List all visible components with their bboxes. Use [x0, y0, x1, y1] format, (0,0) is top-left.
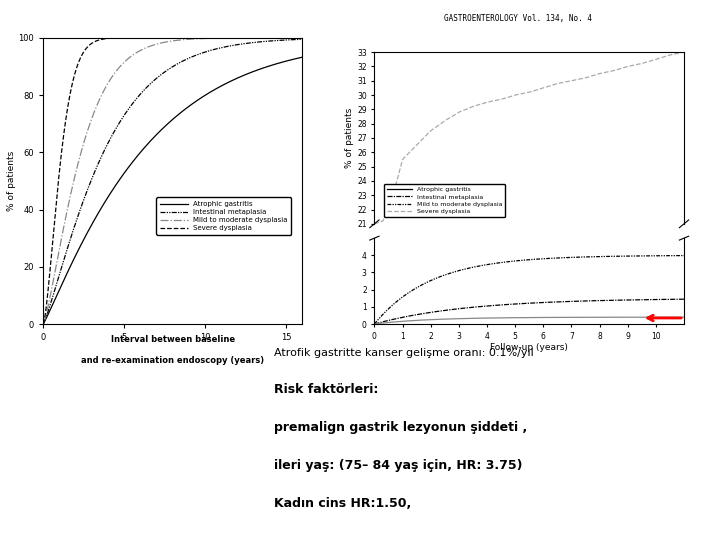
Atrophic gastritis: [193, 97, 202, 104]
Intestinal metaplasia: [292, 36, 300, 43]
Mild to moderate dysplasia: [680, 252, 688, 259]
Legend: Atrophic gastritis, Intestinal metaplasia, Mild to moderate dysplasia, Severe dy: Atrophic gastritis, Intestinal metaplasi…: [156, 198, 291, 235]
Text: Atrofik gastritte kanser gelişme oranı: 0.1%/yıl: Atrofik gastritte kanser gelişme oranı: …: [274, 348, 534, 359]
Intestinal metaplasia: [559, 299, 568, 305]
Mild to moderate dysplasia: [371, 320, 379, 326]
Line: Mild to moderate dysplasia: Mild to moderate dysplasia: [374, 255, 684, 324]
Mild to moderate dysplasia: [298, 35, 307, 41]
Line: Intestinal metaplasia: Intestinal metaplasia: [43, 39, 302, 324]
Line: Mild to moderate dysplasia: Mild to moderate dysplasia: [43, 38, 302, 324]
Atrophic gastritis: [370, 321, 379, 327]
Mild to moderate dysplasia: [179, 36, 188, 43]
X-axis label: Follow-up (years): Follow-up (years): [490, 343, 568, 353]
Line: Intestinal metaplasia: Intestinal metaplasia: [374, 299, 684, 324]
Atrophic gastritis: [179, 107, 188, 114]
Text: ileri yaş: (75– 84 yaş için, HR: 3.75): ileri yaş: (75– 84 yaş için, HR: 3.75): [274, 459, 522, 472]
Intestinal metaplasia: [631, 296, 639, 303]
Legend: Atrophic gastritis, Intestinal metaplasia, Mild to moderate dysplasia, Severe dy: Atrophic gastritis, Intestinal metaplasi…: [384, 184, 505, 217]
Atrophic gastritis: [39, 321, 48, 327]
Atrophic gastritis: [554, 314, 563, 321]
Mild to moderate dysplasia: [631, 253, 639, 259]
Atrophic gastritis: [298, 54, 307, 60]
Intestinal metaplasia: [179, 57, 188, 64]
Text: and re-examination endoscopy (years): and re-examination endoscopy (years): [81, 356, 264, 366]
Intestinal metaplasia: [651, 296, 660, 303]
Atrophic gastritis: [371, 321, 379, 327]
Severe dysplasia: [179, 35, 188, 41]
Intestinal metaplasia: [371, 320, 379, 327]
Severe dysplasia: [193, 35, 202, 41]
Severe dysplasia: [298, 35, 307, 41]
Intestinal metaplasia: [162, 68, 171, 74]
Intestinal metaplasia: [554, 299, 563, 305]
Mild to moderate dysplasia: [554, 255, 562, 261]
Text: premalign gastrik lezyonun şiddeti ,: premalign gastrik lezyonun şiddeti ,: [274, 421, 527, 434]
Mild to moderate dysplasia: [559, 254, 568, 261]
Atrophic gastritis: [680, 314, 688, 320]
Mild to moderate dysplasia: [39, 321, 48, 327]
Line: Atrophic gastritis: Atrophic gastritis: [43, 57, 302, 324]
Intestinal metaplasia: [370, 321, 379, 327]
Intestinal metaplasia: [193, 51, 202, 58]
Atrophic gastritis: [554, 314, 562, 321]
Intestinal metaplasia: [680, 296, 688, 302]
Atrophic gastritis: [559, 314, 568, 321]
Text: Kadın cins HR:1.50,: Kadın cins HR:1.50,: [274, 497, 411, 510]
Mild to moderate dysplasia: [251, 35, 260, 41]
Atrophic gastritis: [631, 314, 639, 320]
Mild to moderate dysplasia: [370, 321, 379, 327]
Atrophic gastritis: [292, 55, 300, 62]
Severe dysplasia: [256, 35, 265, 41]
Severe dysplasia: [162, 35, 171, 41]
Severe dysplasia: [163, 35, 172, 41]
Mild to moderate dysplasia: [554, 255, 563, 261]
Intestinal metaplasia: [251, 39, 260, 45]
Severe dysplasia: [39, 321, 48, 327]
Atrophic gastritis: [251, 68, 260, 74]
Y-axis label: % of patients: % of patients: [6, 151, 16, 211]
Text: Risk faktörleri:: Risk faktörleri:: [274, 383, 378, 396]
Intestinal metaplasia: [163, 66, 172, 73]
Line: Atrophic gastritis: Atrophic gastritis: [374, 317, 684, 324]
Intestinal metaplasia: [298, 36, 307, 43]
Mild to moderate dysplasia: [292, 35, 300, 41]
Atrophic gastritis: [162, 122, 171, 129]
Mild to moderate dysplasia: [651, 253, 660, 259]
Mild to moderate dysplasia: [162, 39, 171, 45]
Atrophic gastritis: [651, 314, 660, 320]
Text: GASTROENTEROLOGY Vol. 134, No. 4: GASTROENTEROLOGY Vol. 134, No. 4: [444, 14, 593, 23]
Intestinal metaplasia: [39, 321, 48, 327]
Text: Interval between baseline: Interval between baseline: [111, 335, 235, 344]
Severe dysplasia: [292, 35, 301, 41]
Mild to moderate dysplasia: [163, 38, 172, 45]
Line: Severe dysplasia: Severe dysplasia: [43, 38, 302, 324]
Intestinal metaplasia: [554, 299, 562, 305]
Atrophic gastritis: [163, 120, 172, 127]
Severe dysplasia: [251, 35, 260, 41]
Y-axis label: % of patients: % of patients: [345, 108, 354, 168]
Mild to moderate dysplasia: [193, 36, 202, 42]
